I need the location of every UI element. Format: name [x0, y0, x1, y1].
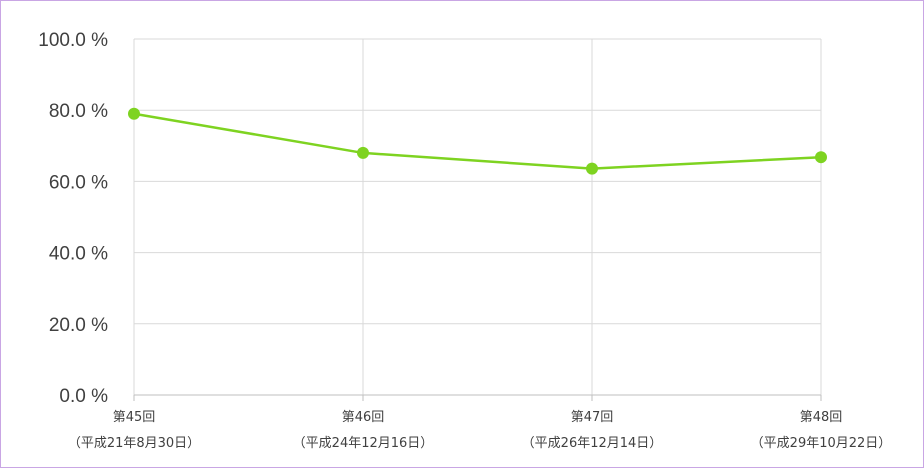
x-tick-label-date: （平成26年12月14日） — [522, 436, 663, 451]
data-point — [128, 107, 140, 120]
y-tick-label: 0.0 % — [59, 386, 108, 407]
data-point — [586, 162, 598, 175]
axes — [133, 394, 822, 401]
gridlines — [133, 38, 822, 395]
tick-labels: 0.0 % 20.0 % 40.0 % 60.0 % 80.0 % 100.0 % 第45回… — [38, 30, 891, 451]
x-tick-label-session: 第47回 — [571, 410, 614, 425]
x-tick-label-session: 第48回 — [800, 410, 843, 425]
y-tick-label: 20.0 % — [49, 315, 108, 336]
x-tick-label-session: 第46回 — [342, 410, 385, 425]
y-tick-label: 80.0 % — [49, 101, 108, 122]
x-tick-label-session: 第45回 — [113, 410, 156, 425]
series-group — [128, 107, 827, 175]
y-tick-label: 100.0 % — [38, 30, 108, 51]
data-point — [815, 151, 827, 164]
data-point — [357, 146, 369, 159]
y-tick-label: 40.0 % — [49, 244, 108, 265]
y-tick-label: 60.0 % — [49, 172, 108, 193]
x-tick-label-date: （平成29年10月22日） — [751, 436, 892, 451]
x-tick-label-date: （平成21年8月30日） — [68, 436, 200, 451]
x-tick-label-date: （平成24年12月16日） — [293, 436, 434, 451]
series-line — [133, 112, 822, 170]
